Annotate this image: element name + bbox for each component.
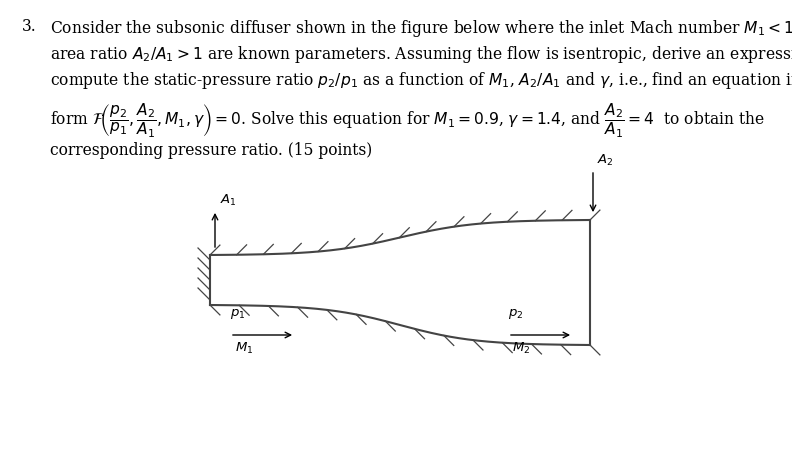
Text: 3.: 3. bbox=[22, 18, 36, 35]
Text: compute the static-pressure ratio $p_2/p_1$ as a function of $M_1$, $A_2/A_1$ an: compute the static-pressure ratio $p_2/p… bbox=[50, 70, 792, 91]
Text: $p_1$: $p_1$ bbox=[230, 307, 246, 321]
Text: $M_1$: $M_1$ bbox=[235, 341, 253, 356]
Text: corresponding pressure ratio. (15 points): corresponding pressure ratio. (15 points… bbox=[50, 142, 372, 159]
Text: form $\mathcal{F}\!\left(\dfrac{p_2}{p_1},\dfrac{A_2}{A_1},M_1,\gamma\right) = 0: form $\mathcal{F}\!\left(\dfrac{p_2}{p_1… bbox=[50, 102, 765, 140]
Text: $p_2$: $p_2$ bbox=[508, 307, 524, 321]
Text: $A_1$: $A_1$ bbox=[220, 193, 237, 208]
Text: $M_2$: $M_2$ bbox=[512, 341, 531, 356]
Text: Consider the subsonic diffuser shown in the figure below where the inlet Mach nu: Consider the subsonic diffuser shown in … bbox=[50, 18, 792, 39]
Text: $A_2$: $A_2$ bbox=[597, 153, 614, 168]
Text: area ratio $A_2/A_1 > 1$ are known parameters. Assuming the flow is isentropic, : area ratio $A_2/A_1 > 1$ are known param… bbox=[50, 44, 792, 65]
